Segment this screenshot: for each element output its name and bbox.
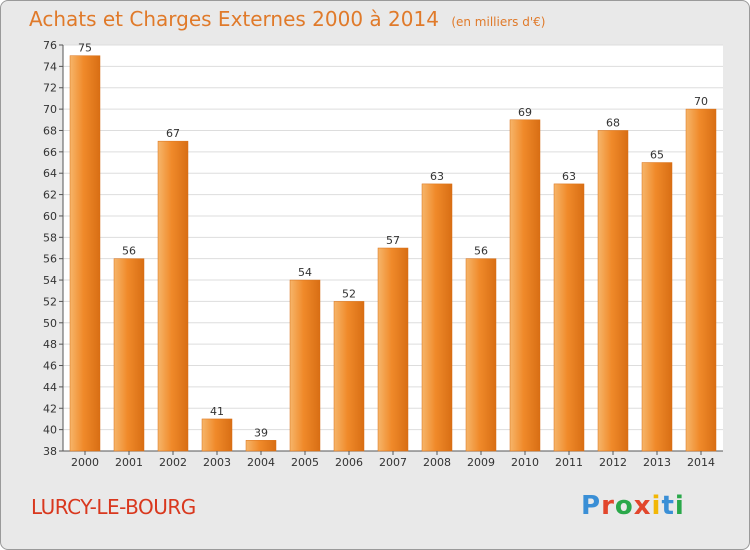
bar-value-label: 65 (650, 149, 664, 162)
bar-value-label: 67 (166, 127, 180, 140)
bar (333, 301, 365, 452)
bar (157, 140, 189, 452)
y-tick-label: 60 (43, 210, 57, 223)
y-tick-label: 74 (43, 60, 57, 73)
bar-value-label: 56 (122, 245, 136, 258)
y-tick-label: 54 (43, 274, 57, 287)
x-tick-label: 2011 (555, 456, 583, 469)
brand-letter: o (614, 491, 634, 521)
x-tick-label: 2005 (291, 456, 319, 469)
bar (597, 130, 629, 452)
x-tick-label: 2002 (159, 456, 187, 469)
bar-value-label: 63 (430, 170, 444, 183)
brand-letter: x (633, 491, 652, 521)
bar-value-label: 52 (342, 287, 356, 300)
y-tick-label: 52 (43, 295, 57, 308)
bar-value-label: 70 (694, 95, 708, 108)
bar (685, 108, 717, 452)
bar-value-label: 63 (562, 170, 576, 183)
brand-letter: i (674, 491, 685, 521)
bar (113, 258, 145, 452)
x-tick-label: 2001 (115, 456, 143, 469)
y-tick-label: 62 (43, 189, 57, 202)
commune-name: LURCY-LE-BOURG (31, 495, 196, 519)
x-tick-label: 2000 (71, 456, 99, 469)
brand-letter: r (601, 491, 615, 521)
bar (465, 258, 497, 452)
chart-title-text: Achats et Charges Externes 2000 à 2014 (29, 7, 439, 31)
x-tick-label: 2013 (643, 456, 671, 469)
bar (377, 247, 409, 452)
bar-value-label: 56 (474, 245, 488, 258)
bar-value-label: 75 (78, 42, 92, 55)
y-tick-label: 68 (43, 124, 57, 137)
bar (641, 162, 673, 452)
chart-title: Achats et Charges Externes 2000 à 2014 (… (29, 7, 545, 31)
x-tick-label: 2007 (379, 456, 407, 469)
x-tick-label: 2012 (599, 456, 627, 469)
bar (245, 440, 277, 452)
x-tick-label: 2008 (423, 456, 451, 469)
y-tick-label: 42 (43, 402, 57, 415)
bar-value-label: 69 (518, 106, 532, 119)
x-tick-label: 2009 (467, 456, 495, 469)
y-tick-label: 72 (43, 82, 57, 95)
y-tick-label: 56 (43, 253, 57, 266)
bar-value-label: 39 (254, 426, 268, 439)
bar (509, 119, 541, 452)
x-tick-label: 2006 (335, 456, 363, 469)
bar (69, 55, 101, 452)
bar-value-label: 57 (386, 234, 400, 247)
x-tick-label: 2003 (203, 456, 231, 469)
y-tick-label: 58 (43, 231, 57, 244)
y-tick-label: 40 (43, 424, 57, 437)
bar (421, 183, 453, 452)
bar (201, 418, 233, 452)
bar-value-label: 68 (606, 116, 620, 129)
y-tick-label: 38 (43, 445, 57, 458)
y-tick-label: 48 (43, 338, 57, 351)
bar (553, 183, 585, 452)
y-tick-label: 70 (43, 103, 57, 116)
x-tick-label: 2010 (511, 456, 539, 469)
y-tick-label: 46 (43, 360, 57, 373)
y-tick-label: 76 (43, 39, 57, 52)
y-tick-label: 64 (43, 167, 57, 180)
brand-letter: P (581, 491, 602, 521)
chart-subtitle: (en milliers d'€) (451, 15, 546, 29)
proxiti-logo: Proxiti (581, 491, 685, 521)
x-tick-label: 2014 (687, 456, 715, 469)
brand-letter: t (661, 491, 675, 521)
brand-letter: i (651, 491, 662, 521)
bar (289, 279, 321, 452)
x-tick-label: 2004 (247, 456, 275, 469)
bar-value-label: 41 (210, 405, 224, 418)
bar-value-label: 54 (298, 266, 312, 279)
y-tick-label: 50 (43, 317, 57, 330)
y-tick-label: 66 (43, 146, 57, 159)
y-tick-label: 44 (43, 381, 57, 394)
